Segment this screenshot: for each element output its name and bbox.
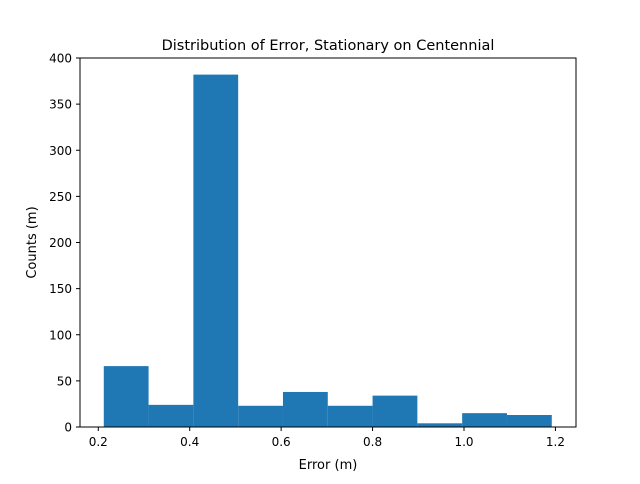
bars-group [103,74,552,427]
y-tick-label: 150 [49,282,72,296]
y-tick-label: 100 [49,328,72,342]
histogram-bar-4 [238,405,283,427]
y-tick-label: 300 [49,144,72,158]
y-axis-label: Counts (m) [25,206,40,278]
x-tick-label: 0.2 [89,435,108,449]
histogram-bar-9 [462,413,507,427]
y-axis-ticks: 0 50 100 150 200 250 300 350 400 [49,52,80,435]
y-tick-label: 400 [49,52,72,66]
x-tick-label: 0.4 [180,435,199,449]
histogram-bar-2 [148,404,194,427]
x-axis-label: Error (m) [299,458,358,473]
y-tick-label: 350 [49,98,72,112]
plot-frame [79,57,577,428]
histogram-bar-7 [372,395,418,427]
y-tick-label: 200 [49,236,72,250]
chart-title: Distribution of Error, Stationary on Cen… [162,38,495,54]
histogram-bar-1 [103,366,149,427]
histogram-bar-3 [193,74,239,427]
histogram-bar-8 [417,423,463,427]
y-tick-label: 50 [57,374,72,388]
histogram-bar-10 [506,415,552,427]
x-tick-label: 0.6 [272,435,291,449]
x-axis-ticks: 0.2 0.4 0.6 0.8 1.0 1.2 [89,427,565,449]
y-tick-label: 250 [49,190,72,204]
x-tick-label: 1.2 [546,435,565,449]
y-tick-label: 0 [64,421,72,435]
histogram-bar-5 [282,391,328,427]
histogram-bar-6 [327,405,373,427]
x-tick-label: 0.8 [363,435,382,449]
x-tick-label: 1.0 [454,435,473,449]
